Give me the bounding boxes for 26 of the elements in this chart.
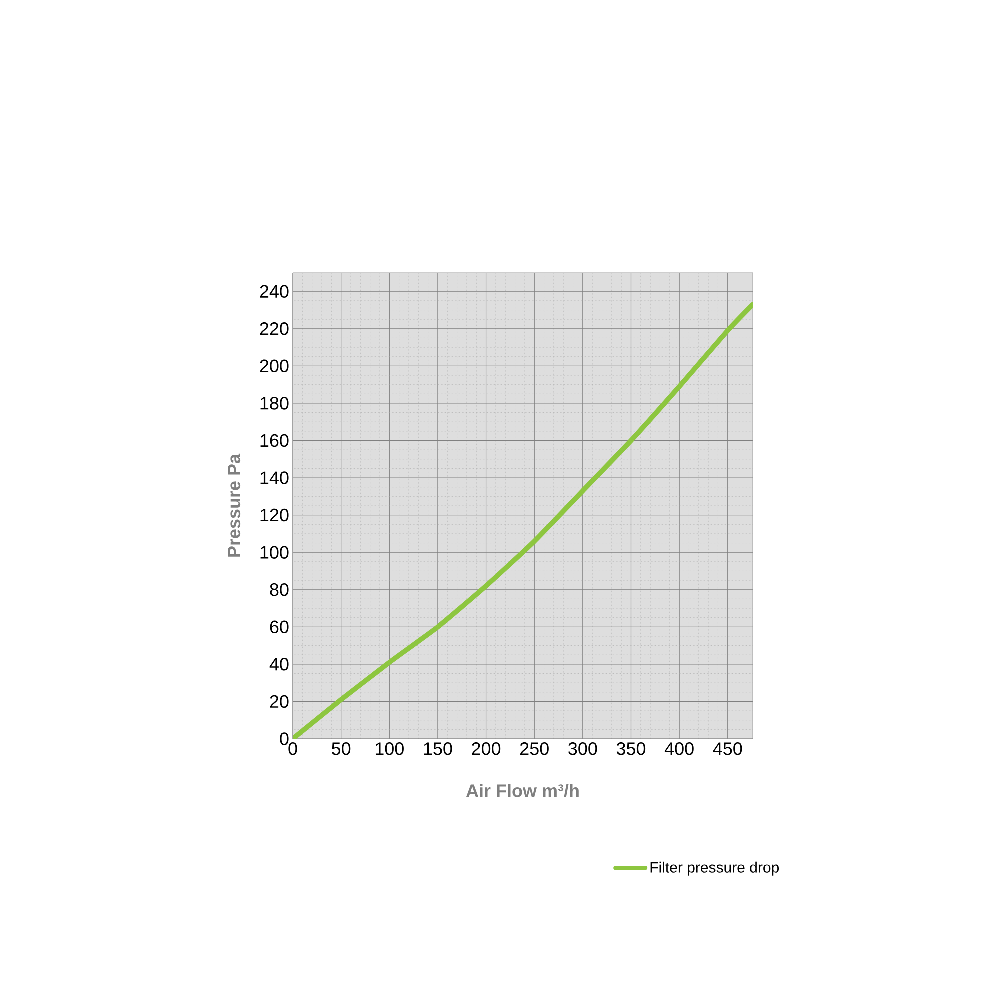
x-tick-label: 450 [713, 742, 742, 756]
x-tick-label: 0 [288, 742, 298, 756]
x-axis-title: Air Flow m³/h [466, 784, 579, 798]
x-tick-label: 50 [332, 742, 351, 756]
y-tick-label: 140 [260, 472, 289, 484]
y-tick-label: 80 [270, 583, 289, 596]
y-tick-label: 60 [270, 620, 289, 634]
x-tick-label: 150 [424, 742, 452, 756]
y-tick-label: 100 [260, 546, 289, 559]
x-tick-label: 350 [616, 742, 646, 756]
y-tick-label: 0 [280, 732, 289, 746]
y-axis-title: Pressure Pa [228, 454, 241, 557]
legend-label: Filter pressure drop [650, 862, 780, 876]
x-tick-label: 100 [376, 742, 404, 756]
y-tick-label: 20 [270, 695, 289, 708]
y-tick-label: 120 [260, 508, 289, 522]
y-tick-label: 180 [260, 397, 289, 410]
x-tick-label: 250 [520, 742, 549, 756]
x-tick-label: 300 [568, 742, 598, 756]
y-tick-label: 40 [270, 658, 289, 671]
x-tick-label: 200 [472, 742, 501, 756]
y-tick-label: 240 [260, 285, 289, 298]
y-tick-label: 200 [260, 360, 289, 373]
y-tick-label: 220 [260, 322, 289, 336]
y-tick-label: 160 [260, 434, 289, 448]
x-tick-label: 400 [664, 742, 694, 756]
